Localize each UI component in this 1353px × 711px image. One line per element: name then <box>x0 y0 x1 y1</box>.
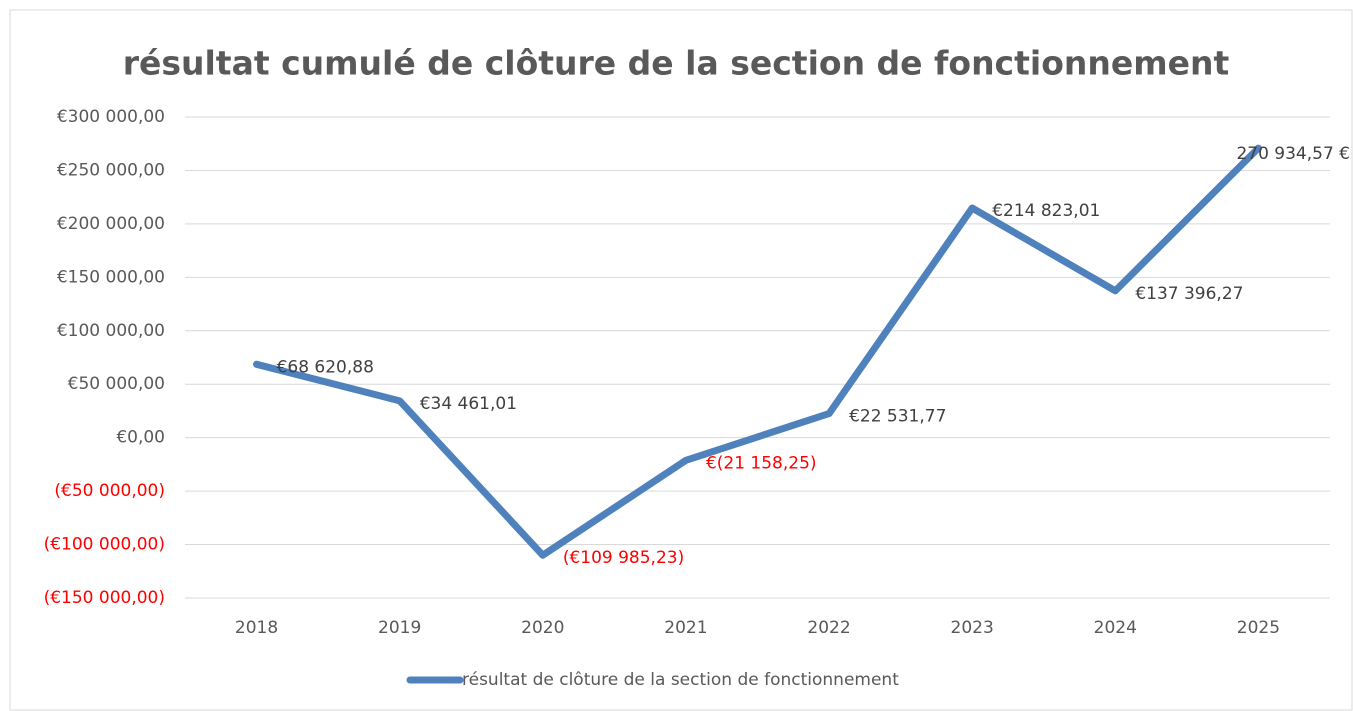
x-tick-label: 2018 <box>235 618 278 638</box>
x-tick-label: 2023 <box>951 618 994 638</box>
x-tick-label: 2019 <box>378 618 421 638</box>
data-label: €137 396,27 <box>1135 284 1243 304</box>
y-tick-label: €250 000,00 <box>57 160 165 180</box>
y-tick-label: €100 000,00 <box>57 321 165 341</box>
data-label: €34 461,01 <box>420 394 517 414</box>
data-line <box>253 144 1262 559</box>
y-tick-label: €300 000,00 <box>57 107 165 127</box>
data-label: €68 620,88 <box>277 357 374 377</box>
y-tick-label: €50 000,00 <box>68 374 165 394</box>
y-tick-label: €0,00 <box>116 428 165 448</box>
x-tick-label: 2024 <box>1094 618 1137 638</box>
y-tick-label: (€100 000,00) <box>44 535 165 555</box>
x-tick-label: 2022 <box>807 618 850 638</box>
legend-label: résultat de clôture de la section de fon… <box>462 670 899 690</box>
x-tick-label: 2025 <box>1237 618 1280 638</box>
y-tick-label: (€150 000,00) <box>44 588 165 608</box>
x-tick-label: 2020 <box>521 618 564 638</box>
x-tick-label: 2021 <box>664 618 707 638</box>
y-tick-label: €150 000,00 <box>57 267 165 287</box>
data-label: €22 531,77 <box>849 407 946 427</box>
y-tick-label: €200 000,00 <box>57 214 165 234</box>
chart-frame <box>9 9 1353 711</box>
data-label: €(21 158,25) <box>706 453 817 473</box>
chart-title: résultat cumulé de clôture de la section… <box>123 44 1230 83</box>
data-label: €214 823,01 <box>992 201 1100 221</box>
data-label: (€109 985,23) <box>563 548 684 568</box>
data-label: 270 934,57 € <box>1236 144 1350 164</box>
y-tick-label: (€50 000,00) <box>54 481 165 501</box>
